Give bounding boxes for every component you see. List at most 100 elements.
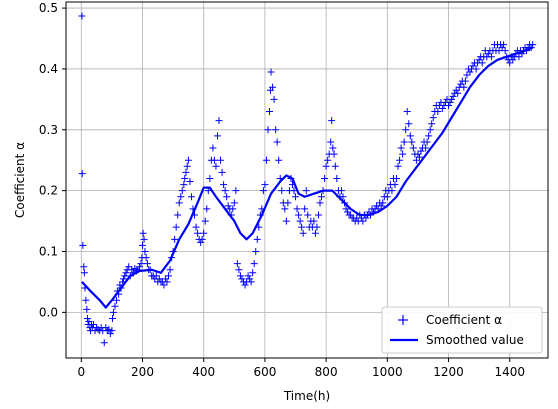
legend-scatter-marker [398, 315, 408, 325]
x-tick-label: 1000 [372, 365, 403, 379]
scatter-point [178, 187, 186, 195]
scatter-point [181, 174, 189, 182]
scatter-point [161, 275, 169, 283]
scatter-point [100, 339, 108, 347]
scatter-point [256, 211, 264, 219]
scatter-point [232, 187, 240, 195]
scatter-point [466, 68, 474, 76]
scatter-point [201, 217, 209, 225]
scatter-point [80, 269, 88, 277]
scatter-point [155, 275, 163, 283]
scatter-point [425, 132, 433, 140]
scatter-point [506, 59, 514, 67]
scatter-point [428, 120, 436, 128]
scatter-point [247, 278, 255, 286]
scatter-point [174, 211, 182, 219]
scatter-point [362, 214, 370, 222]
x-tick-label: 200 [131, 365, 154, 379]
scatter-point [238, 275, 246, 283]
scatter-point [78, 12, 86, 20]
scatter-point [117, 284, 125, 292]
scatter-point [518, 50, 526, 58]
scatter-point [314, 211, 322, 219]
scatter-point [298, 223, 306, 231]
scatter-point [132, 267, 140, 275]
scatter-point [197, 238, 205, 246]
x-tick-label: 800 [315, 365, 338, 379]
legend-box [381, 306, 543, 354]
x-tick-label: 400 [192, 365, 215, 379]
scatter-point [415, 153, 423, 161]
scatter-point [165, 272, 173, 280]
scatter-point [192, 223, 200, 231]
legend-label-line: Smoothed value [426, 333, 524, 347]
scatter-point [282, 217, 290, 225]
scatter-point [329, 144, 337, 152]
scatter-point [278, 187, 286, 195]
scatter-point [259, 187, 267, 195]
scatter-point [310, 217, 318, 225]
y-tick-label: 0.5 [39, 1, 58, 15]
scatter-point [319, 187, 327, 195]
scatter-point [206, 174, 214, 182]
smoothed-line [81, 46, 534, 309]
scatter-point [284, 199, 292, 207]
scatter-point [515, 53, 523, 61]
scatter-point [227, 211, 235, 219]
scatter-point [333, 174, 341, 182]
scatter-point [344, 208, 352, 216]
scatter-point [258, 205, 266, 213]
scatter-point [461, 77, 469, 85]
scatter-point [113, 287, 121, 295]
scatter-point [182, 168, 190, 176]
scatter-point [313, 223, 321, 231]
scatter-point [293, 205, 301, 213]
scatter-point [120, 275, 128, 283]
scatter-point [509, 56, 517, 64]
scatter-point [142, 254, 150, 262]
scatter-point [448, 95, 456, 103]
scatter-point [457, 80, 465, 88]
scatter-point [452, 86, 460, 94]
x-tick-label: 600 [253, 365, 276, 379]
scatter-point [129, 269, 137, 277]
scatter-point [478, 59, 486, 67]
y-axis-label: Coefficient α [13, 142, 27, 218]
scatter-point [454, 89, 462, 97]
scatter-point [475, 56, 483, 64]
scatter-point [426, 126, 434, 134]
scatter-point [189, 205, 197, 213]
scatter-point [273, 138, 281, 146]
scatter-point [408, 138, 416, 146]
scatter-point [527, 44, 535, 52]
scatter-point [269, 83, 277, 91]
scatter-point [255, 223, 263, 231]
x-tick-label: 0 [77, 365, 85, 379]
scatter-point [463, 71, 471, 79]
scatter-point [183, 162, 191, 170]
scatter-point [388, 187, 396, 195]
scatter-point [316, 199, 324, 207]
scatter-point [409, 144, 417, 152]
scatter-point [180, 181, 188, 189]
scatter-point [318, 193, 326, 201]
scatter-point [391, 181, 399, 189]
scatter-point [339, 193, 347, 201]
scatter-point [139, 241, 147, 249]
scatter-point [399, 150, 407, 158]
scatter-point [472, 65, 480, 73]
scatter-point [168, 254, 176, 262]
scatter-point [370, 208, 378, 216]
scatter-point [126, 272, 134, 280]
scatter-point [108, 327, 116, 335]
scatter-point [111, 302, 119, 310]
scatter-point [272, 126, 280, 134]
plot-background [66, 2, 548, 358]
scatter-point [299, 229, 307, 237]
scatter-point [78, 170, 86, 178]
scatter-point [223, 193, 231, 201]
y-tick-label: 0.0 [39, 305, 58, 319]
scatter-point [292, 193, 300, 201]
scatter-point [191, 211, 199, 219]
scatter-point [209, 144, 217, 152]
